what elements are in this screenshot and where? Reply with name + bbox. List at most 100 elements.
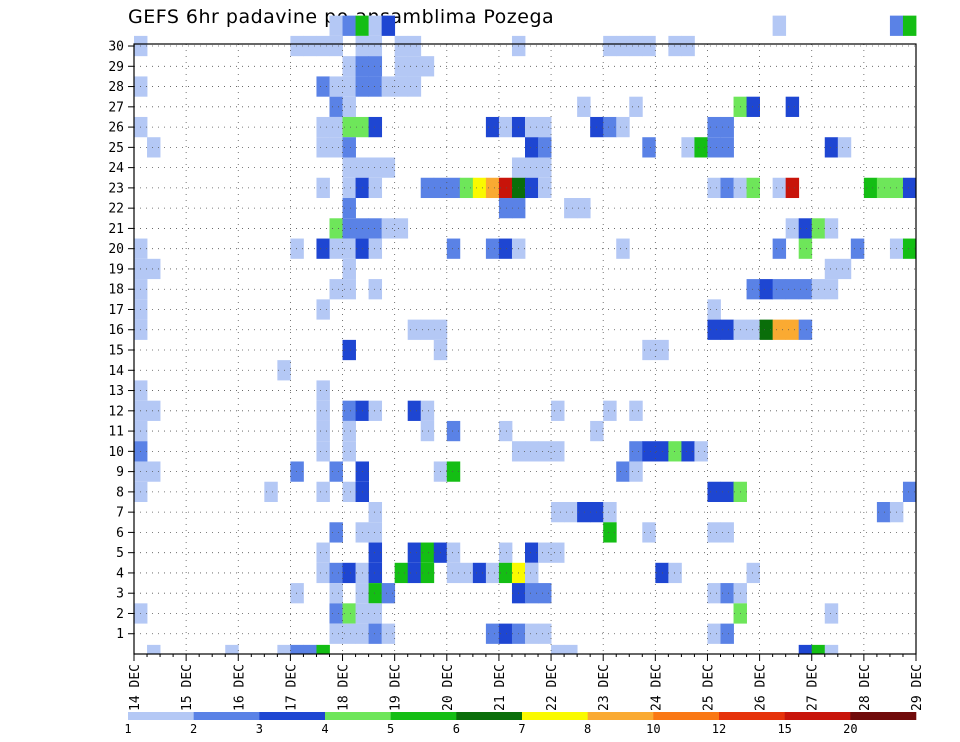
heatmap-cell [290, 583, 304, 604]
heatmap-cell [798, 319, 813, 340]
heatmap-cell [342, 218, 356, 239]
heatmap-cell [329, 279, 343, 300]
heatmap-cell [707, 623, 721, 644]
heatmap-cell [551, 644, 565, 654]
colorbar-label: 8 [584, 722, 591, 736]
heatmap-cell [303, 35, 317, 57]
heatmap-cell [720, 623, 734, 644]
heatmap-cell [785, 279, 800, 300]
heatmap-cell [902, 238, 917, 259]
heatmap-cell [485, 238, 500, 259]
heatmap-cell [772, 15, 787, 36]
heatmap-cell [629, 400, 643, 421]
y-tick-label: 6 [116, 526, 124, 541]
heatmap-cell [446, 420, 461, 442]
heatmap-cell [147, 137, 161, 158]
heatmap-cell [316, 644, 330, 654]
heatmap-cell [420, 400, 435, 421]
y-tick-label: 21 [108, 222, 124, 237]
heatmap-cell [707, 177, 721, 199]
heatmap-cell [420, 319, 435, 340]
heatmap-cell [316, 542, 330, 563]
heatmap-cell [603, 400, 617, 421]
heatmap-cell [759, 279, 774, 300]
colorbar-swatch [456, 712, 523, 720]
heatmap-cell [316, 481, 330, 503]
y-tick-label: 3 [116, 587, 124, 602]
heatmap-cell [681, 35, 695, 57]
heatmap-cell [381, 15, 396, 36]
y-tick-label: 17 [108, 303, 124, 318]
colorbar-label: 6 [453, 722, 460, 736]
heatmap-cell [668, 441, 682, 462]
heatmap-cell [446, 562, 461, 584]
heatmap-cell [342, 603, 356, 624]
x-tick-label: 25 DEC [701, 664, 716, 711]
heatmap-cell [290, 461, 304, 482]
heatmap-cell [525, 623, 539, 644]
y-tick-label: 14 [108, 364, 124, 379]
heatmap-cell [368, 623, 383, 644]
y-tick-label: 2 [116, 607, 124, 622]
heatmap-cell [316, 137, 330, 158]
x-tick-label: 29 DEC [910, 664, 925, 711]
heatmap-cell [694, 137, 708, 158]
heatmap-cell [616, 461, 630, 482]
heatmap-cell [329, 238, 343, 259]
heatmap-cell [368, 238, 383, 259]
heatmap-cell [525, 177, 539, 199]
heatmap-cell [485, 116, 500, 138]
heatmap-cell [642, 441, 656, 462]
heatmap-cell [902, 481, 917, 503]
heatmap-cell [147, 644, 161, 654]
x-tick-label: 17 DEC [284, 664, 299, 711]
y-tick-label: 15 [108, 344, 124, 359]
heatmap-cell [668, 35, 682, 57]
heatmap-cell [316, 35, 330, 57]
y-tick-label: 4 [116, 566, 124, 581]
heatmap-cell [368, 35, 383, 57]
heatmap-cell [798, 238, 813, 259]
colorbar-label: 4 [321, 722, 328, 736]
heatmap-cell [616, 116, 630, 138]
heatmap-cell [577, 198, 591, 219]
heatmap-cell [316, 116, 330, 138]
y-tick-label: 22 [108, 202, 124, 217]
y-tick-label: 29 [108, 60, 124, 75]
heatmap-cell [564, 198, 578, 219]
heatmap-cell [498, 562, 513, 584]
colorbar-label: 5 [387, 722, 394, 736]
heatmap-cell [420, 420, 435, 442]
heatmap-cell [368, 56, 383, 77]
heatmap-cell [629, 96, 643, 117]
heatmap-cell [629, 461, 643, 482]
heatmap-cell [381, 157, 396, 178]
heatmap-cell [394, 218, 409, 239]
heatmap-cell [147, 400, 161, 421]
heatmap-cell [316, 400, 330, 421]
heatmap-cell [329, 218, 343, 239]
heatmap-cell [407, 542, 422, 563]
y-tick-label: 26 [108, 121, 124, 136]
heatmap-cell [525, 116, 539, 138]
heatmap-cell [342, 137, 356, 158]
heatmap-cell [381, 623, 396, 644]
y-tick-label: 8 [116, 485, 124, 500]
colorbar-swatch [784, 712, 851, 720]
x-tick-label: 26 DEC [754, 664, 769, 711]
heatmap-cell [446, 238, 461, 259]
heatmap-cell [772, 279, 787, 300]
heatmap-cell [498, 542, 513, 563]
heatmap-cell [147, 258, 161, 280]
y-tick-label: 16 [108, 323, 124, 338]
heatmap-cell [772, 319, 787, 340]
heatmap-cell [811, 644, 826, 654]
y-tick-label: 12 [108, 404, 124, 419]
heatmap-cell [342, 400, 356, 421]
heatmap-cell [329, 116, 343, 138]
heatmap-cell [564, 502, 578, 523]
heatmap-cell [381, 218, 396, 239]
heatmap-cell [876, 502, 891, 523]
heatmap-cell [342, 441, 356, 462]
heatmap-cell [720, 319, 734, 340]
